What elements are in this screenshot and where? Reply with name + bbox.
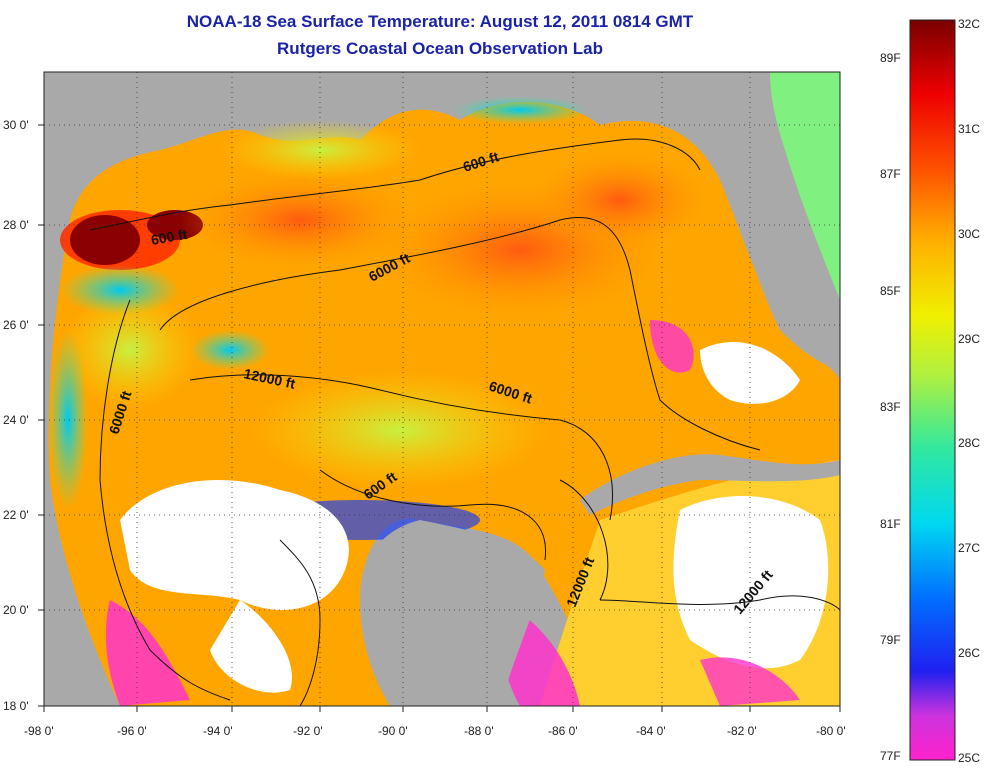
colorbar-gradient [909, 19, 956, 761]
fahrenheit-label: 81F [880, 517, 901, 531]
celsius-label: 25C [958, 751, 980, 765]
y-tick-label: 20 0' [3, 603, 29, 617]
x-tick-label: -80 0' [816, 724, 846, 738]
map-title: NOAA-18 Sea Surface Temperature: August … [186, 12, 694, 31]
cuba-land [580, 454, 840, 515]
x-tick-label: -98 0' [24, 724, 54, 738]
celsius-label: 30C [958, 227, 980, 241]
celsius-label: 32C [958, 17, 980, 31]
x-tick-label: -96 0' [117, 724, 147, 738]
fahrenheit-label: 85F [880, 284, 901, 298]
x-tick-label: -88 0' [464, 724, 494, 738]
fahrenheit-label: 89F [880, 51, 901, 65]
x-tick-label: -86 0' [548, 724, 578, 738]
fahrenheit-label: 83F [880, 400, 901, 414]
celsius-label: 27C [958, 541, 980, 555]
plot-frame [43, 71, 841, 707]
fahrenheit-label: 77F [880, 749, 901, 763]
x-tick-label: -92 0' [293, 724, 323, 738]
y-tick-label: 22 0' [3, 508, 29, 522]
map-plot-area: 600 ft 600 ft 6000 ft 12000 ft 6000 ft 6… [44, 72, 840, 706]
y-tick-label: 30 0' [3, 118, 29, 132]
map-subtitle: Rutgers Coastal Ocean Observation Lab [277, 39, 603, 58]
x-tick-label: -84 0' [636, 724, 666, 738]
x-axis-labels: -98 0' -96 0' -94 0' -92 0' -90 0' -88 0… [24, 724, 846, 738]
y-tick-label: 28 0' [3, 218, 29, 232]
tick-marks [38, 124, 841, 712]
cloud-mask [120, 480, 349, 610]
celsius-label: 26C [958, 646, 980, 660]
fahrenheit-label: 87F [880, 167, 901, 181]
celsius-label: 31C [958, 122, 980, 136]
y-tick-label: 24 0' [3, 413, 29, 427]
yucatan-land [360, 520, 545, 706]
y-axis-labels: 30 0' 28 0' 26 0' 24 0' 22 0' 20 0' 18 0… [3, 118, 29, 713]
celsius-label: 28C [958, 436, 980, 450]
grid-lines [44, 72, 840, 706]
atlantic-water [770, 72, 840, 300]
fahrenheit-label: 79F [880, 633, 901, 647]
contour-label: 600 ft [150, 226, 189, 248]
celsius-label: 29C [958, 332, 980, 346]
y-tick-label: 26 0' [3, 318, 29, 332]
florida-land [722, 168, 840, 370]
colorbar: 32C 31C 30C 29C 28C 27C 26C 25C 89F 87F … [880, 17, 980, 765]
depth-contours [89, 138, 840, 706]
y-tick-label: 18 0' [3, 699, 29, 713]
x-tick-label: -82 0' [727, 724, 757, 738]
x-tick-label: -94 0' [203, 724, 233, 738]
x-tick-label: -90 0' [378, 724, 408, 738]
